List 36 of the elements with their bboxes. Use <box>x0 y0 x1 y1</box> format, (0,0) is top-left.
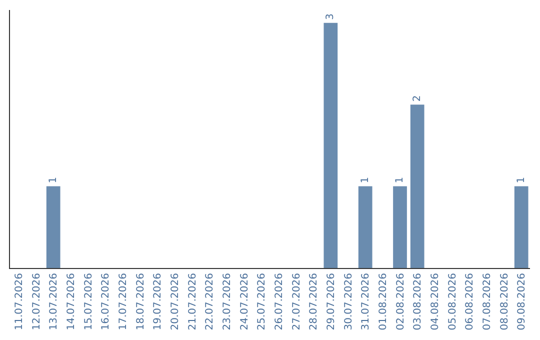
x-tick-label: 02.08.2026 <box>395 273 406 330</box>
x-tick-label: 19.07.2026 <box>152 273 164 330</box>
x-tick-label: 13.07.2026 <box>48 273 60 330</box>
x-tick-label: 01.08.2026 <box>378 273 389 330</box>
x-tick-label: 23.07.2026 <box>222 273 233 330</box>
x-tick-label: 31.07.2026 <box>360 273 372 330</box>
x-tick-label: 25.07.2026 <box>256 273 268 330</box>
x-tick-label: 21.07.2026 <box>187 273 198 330</box>
x-tick-label: 28.07.2026 <box>308 273 320 330</box>
x-tick-label: 12.07.2026 <box>31 273 42 330</box>
data-label: 1 <box>48 176 59 184</box>
x-tick-label: 03.08.2026 <box>412 273 424 330</box>
x-tick-label: 24.07.2026 <box>239 273 250 330</box>
x-tick-label: 26.07.2026 <box>274 273 285 330</box>
data-label: 2 <box>412 95 423 102</box>
x-tick-label: 30.07.2026 <box>343 273 354 330</box>
x-tick-label: 18.07.2026 <box>135 273 146 330</box>
x-tick-label: 22.07.2026 <box>204 273 216 330</box>
x-tick-label: 29.07.2026 <box>326 273 337 330</box>
data-label: 1 <box>394 176 406 184</box>
data-label: 3 <box>325 14 336 20</box>
x-tick-label: 27.07.2026 <box>291 273 302 330</box>
x-tick-label: 14.07.2026 <box>66 273 77 330</box>
x-tick-label: 17.07.2026 <box>118 273 129 330</box>
x-tick-label: 08.08.2026 <box>499 273 510 330</box>
data-label: 1 <box>516 176 527 184</box>
x-tick-label: 07.08.2026 <box>482 273 493 330</box>
x-tick-label: 15.07.2026 <box>83 273 94 330</box>
x-tick-label: 09.08.2026 <box>516 273 528 330</box>
x-tick-label: 05.08.2026 <box>447 273 458 330</box>
x-tick-label: 16.07.2026 <box>100 273 112 330</box>
data-label: 1 <box>360 176 371 184</box>
x-tick-label: 11.07.2026 <box>14 273 25 330</box>
x-tick-label: 06.08.2026 <box>464 273 476 330</box>
x-tick-label: 20.07.2026 <box>170 273 181 330</box>
x-tick-label: 04.08.2026 <box>430 273 441 330</box>
